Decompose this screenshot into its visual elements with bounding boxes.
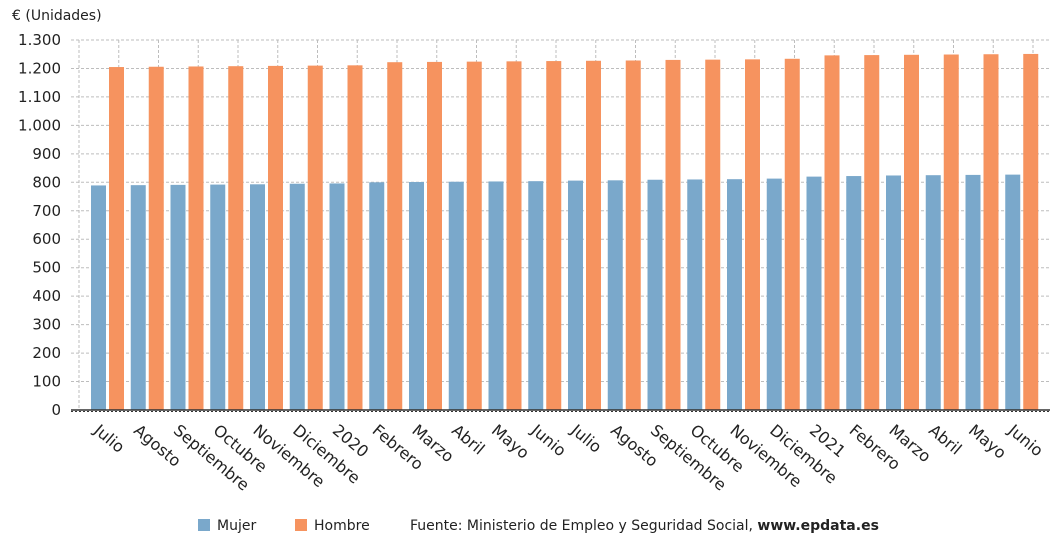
bar-hombre [586,60,601,411]
bar-hombre [228,66,244,410]
bar-hombre [943,54,959,411]
legend-swatch-mujer [198,519,210,531]
bar-mujer [568,180,583,410]
bar-mujer [687,179,703,410]
bar-hombre [427,61,442,411]
y-tick-label: 700 [32,202,61,220]
bar-mujer [607,180,623,410]
x-tick-label: Junio [1004,420,1047,460]
bar-mujer [647,179,663,410]
legend-label-hombre: Hombre [314,518,370,534]
bar-mujer [329,183,345,410]
y-tick-label: 200 [32,344,61,362]
y-tick-label: 800 [32,173,61,191]
y-tick-label: 900 [32,145,61,163]
bar-hombre [1023,53,1039,410]
source-label: Fuente: Ministerio de Empleo y Seguridad… [410,518,758,534]
bar-hombre [745,59,760,410]
bar-hombre [347,65,363,410]
bar-mujer [886,175,901,410]
legend-swatch-hombre [295,519,307,531]
bar-mujer [210,184,226,410]
y-tick-label: 0 [51,401,61,419]
axes [71,409,1050,412]
bar-hombre [506,61,522,410]
bar-mujer [369,182,385,410]
y-tick-label: 400 [32,287,61,305]
legend-label-mujer: Mujer [217,518,257,534]
bar-hombre [268,65,283,411]
bars [91,53,1039,411]
legend-item-hombre: Hombre [295,518,370,534]
bar-mujer [409,182,424,410]
y-tick-label: 300 [32,316,61,334]
y-tick-label: 100 [32,373,61,391]
bar-mujer [846,176,862,410]
legend: Mujer Hombre Fuente: Ministerio de Emple… [0,518,1053,538]
bar-mujer [806,176,822,410]
y-tick-label: 1.000 [18,116,61,134]
bar-hombre [784,58,800,411]
y-tick-label: 1.300 [18,31,61,49]
bar-mujer [1005,174,1021,410]
y-tick-label: 500 [32,259,61,277]
bar-hombre [705,59,721,411]
bar-mujer [130,185,146,410]
bar-hombre [546,61,562,411]
bar-mujer [727,179,742,410]
y-tick-label: 600 [32,230,61,248]
bar-hombre [307,65,323,410]
x-tick-label: Julio [567,420,606,457]
bar-mujer [91,185,106,410]
bar-hombre [904,54,919,411]
bar-mujer [448,181,464,410]
bar-mujer [170,184,186,410]
bar-mujer [250,184,265,410]
bar-hombre [665,59,681,411]
bar-mujer [528,181,544,410]
y-tick-label: 1.200 [18,59,61,77]
x-tick-label: Mayo [488,421,533,463]
bar-hombre [864,55,880,410]
y-axis-unit-label: € (Unidades) [12,8,102,24]
x-tick-label: Julio [90,420,129,457]
bar-mujer [289,183,305,410]
bar-mujer [488,181,504,410]
x-tick-label: Junio [527,420,570,460]
source-note: Fuente: Ministerio de Empleo y Seguridad… [410,518,879,534]
bar-hombre [188,66,204,410]
bar-hombre [983,54,999,410]
bar-hombre [148,66,164,410]
legend-item-mujer: Mujer [198,518,256,534]
bar-mujer [766,178,782,410]
source-site: www.epdata.es [757,518,879,534]
bar-hombre [824,55,840,410]
bar-hombre [625,60,641,410]
bar-mujer [965,174,981,410]
y-tick-label: 1.100 [18,88,61,106]
x-tick-label: Mayo [965,421,1010,463]
bar-hombre [387,62,403,410]
bar-hombre [109,67,124,411]
bar-mujer [925,175,941,410]
bar-hombre [466,61,482,410]
